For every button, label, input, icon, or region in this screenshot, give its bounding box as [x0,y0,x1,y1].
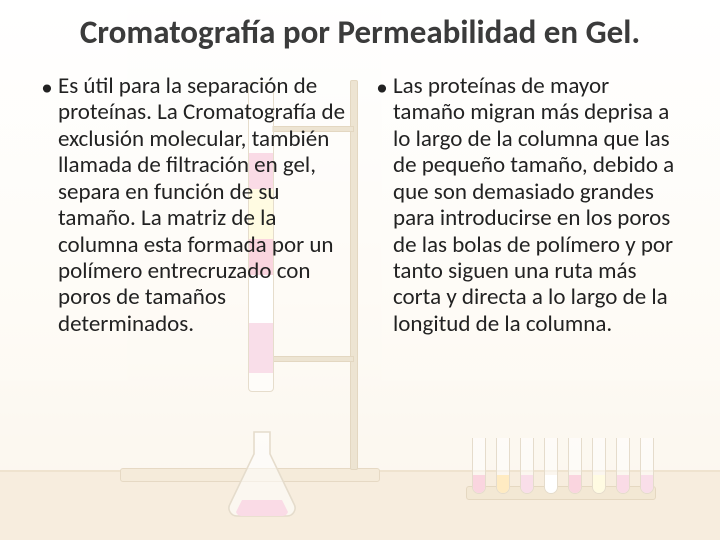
slide-title: Cromatografía por Permeabilidad en Gel. [36,14,684,51]
left-column: • Es útil para la separación de proteína… [36,73,349,520]
left-bullet-text: Es útil para la separación de proteínas.… [58,73,349,337]
right-column: • Las proteínas de mayor tamaño migran m… [371,73,684,520]
two-column-body: • Es útil para la separación de proteína… [36,73,684,520]
bullet-dot-icon: • [36,73,58,101]
list-item: • Es útil para la separación de proteína… [36,73,349,337]
bullet-dot-icon: • [371,73,393,101]
right-bullet-text: Las proteínas de mayor tamaño migran más… [393,73,684,337]
list-item: • Las proteínas de mayor tamaño migran m… [371,73,684,337]
